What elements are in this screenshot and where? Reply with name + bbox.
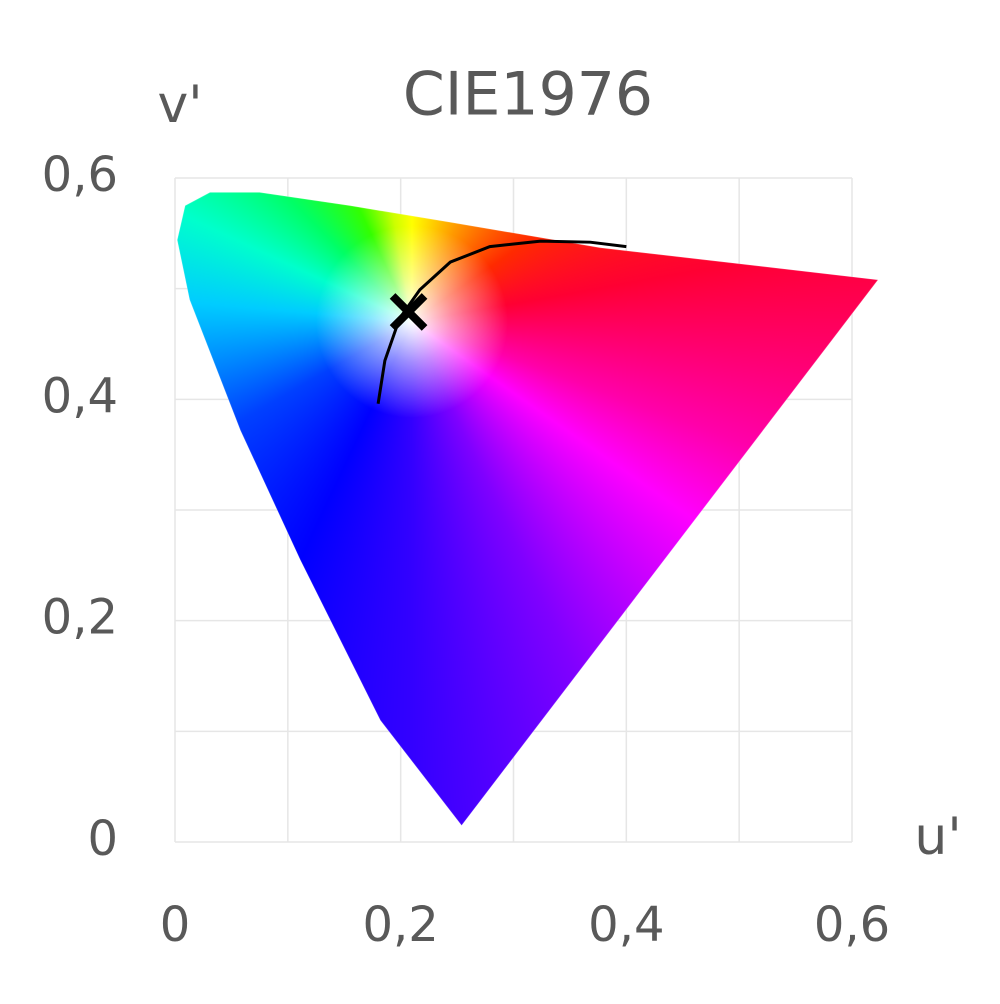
white-point-glow: [251, 192, 572, 482]
white-point-marker: [389, 293, 428, 331]
y-axis-label: v': [157, 75, 202, 135]
chart-title: CIE1976: [403, 60, 653, 130]
y-tick-label: 0,4: [42, 368, 118, 424]
x-axis-label: u': [914, 807, 961, 867]
planckian-locus: [376, 239, 627, 404]
x-tick-label: 0: [160, 897, 191, 953]
y-tick-label: 0: [87, 811, 118, 867]
x-tick-label: 0,2: [362, 897, 438, 953]
x-tick-label: 0,6: [814, 897, 890, 953]
x-tick-label: 0,4: [588, 897, 664, 953]
spectral-locus: [176, 191, 879, 827]
y-tick-label: 0,6: [42, 147, 118, 203]
y-tick-label: 0,2: [42, 590, 118, 646]
